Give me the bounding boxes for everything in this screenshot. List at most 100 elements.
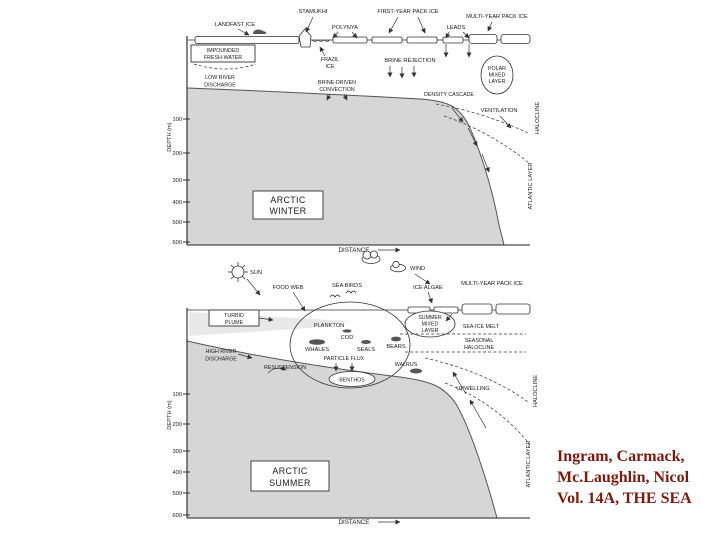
first-year-floe — [406, 36, 438, 44]
label-whales: WHALES — [305, 347, 329, 353]
winter-depth-tick: 400 — [173, 200, 183, 206]
multi-year-floe — [500, 34, 531, 44]
label-polar-mixed-layer: POLAR — [488, 66, 506, 72]
label-bears: BEARS — [386, 344, 405, 350]
label-plankton: PLANKTON — [314, 323, 345, 329]
whale-icon — [309, 339, 325, 345]
citation-line: Ingram, Carmack, — [557, 448, 685, 465]
food-web-ellipse — [289, 301, 411, 389]
halocline-boundary-dashed — [424, 357, 529, 403]
label-wind: WIND — [410, 266, 425, 272]
first-year-floe — [371, 36, 403, 44]
winter-depth-axis-label: DEPTH (m) — [167, 122, 173, 151]
label-landfast-ice: LANDFAST ICE — [215, 22, 256, 28]
label-first-year-pack-ice: FIRST-YEAR PACK ICE — [377, 9, 438, 15]
summer-distance-label: DISTANCE — [339, 519, 370, 526]
label-sun: SUN — [250, 270, 262, 276]
label-high-river-discharge: DISCHARGE — [205, 357, 237, 363]
label-atlantic-layer-summer: ATLANTIC LAYER — [526, 441, 532, 488]
seal-icon — [361, 340, 371, 344]
label-resuspension: RESUSPENSION — [264, 365, 306, 371]
summer-title: SUMMER — [269, 478, 311, 488]
label-seasonal-halocline: SEASONAL — [465, 338, 494, 344]
first-year-floe — [433, 306, 459, 314]
summer-depth-tick: 400 — [173, 470, 183, 476]
label-ice-algae: ICE ALGAE — [413, 285, 443, 291]
label-ventilation: VENTILATION — [481, 108, 518, 114]
winter-diagram: 100 200 300 400 500 600 DEPTH (m) DISTAN… — [167, 9, 541, 254]
benthos-oval — [328, 371, 376, 387]
winter-seafloor-line — [186, 87, 505, 246]
multi-year-floe — [468, 34, 498, 44]
winter-plot-frame — [183, 36, 530, 246]
cod-icon — [342, 329, 352, 333]
label-impounded-freshwater: FRESH-WATER — [204, 55, 242, 61]
first-year-floe — [442, 36, 464, 44]
winter-depth-tick: 100 — [173, 117, 183, 123]
label-cod: COD — [341, 335, 354, 341]
impounded-freshwater-box — [190, 44, 256, 63]
summer-depth-tick: 200 — [173, 422, 183, 428]
winter-title: ARCTIC — [270, 195, 305, 205]
label-brine-driven-convection: CONVECTION — [319, 87, 354, 93]
label-brine-rejection: BRINE REJECTION — [384, 58, 435, 64]
winter-title: WINTER — [269, 206, 306, 216]
atlantic-boundary-dashed — [444, 382, 531, 446]
winter-distance-label: DISTANCE — [339, 247, 370, 254]
label-polar-mixed-layer: MIXED — [489, 73, 506, 79]
summer-title-box — [250, 460, 330, 492]
summer-title: ARCTIC — [272, 466, 307, 476]
summer-seafloor-shelf — [187, 341, 497, 518]
summer-depth-tick: 300 — [173, 449, 183, 455]
summer-plot-frame — [183, 308, 530, 519]
label-density-cascade: DENSITY CASCADE — [424, 92, 474, 98]
summer-depth-tick: 600 — [173, 513, 183, 519]
label-seals: SEALS — [357, 347, 376, 353]
winter-title-box — [252, 190, 324, 220]
label-food-web: FOOD WEB — [273, 285, 304, 291]
citation-line: Vol. 14A, THE SEA — [557, 490, 692, 507]
label-sea-ice-melt: SEA-ICE MELT — [463, 324, 500, 330]
citation: Ingram, Carmack, Mc.Laughlin, Nicol Vol.… — [557, 446, 717, 509]
cloud-icon — [361, 250, 381, 264]
winter-depth-tick: 500 — [173, 220, 183, 226]
label-polar-mixed-layer: LAYER — [489, 79, 506, 85]
stamukhi-ridge-shape — [298, 28, 312, 48]
label-high-river-discharge: HIGH RIVER — [206, 349, 237, 355]
bird-icon — [329, 294, 341, 298]
label-halocline-winter: HALOCLINE — [535, 102, 541, 134]
walrus-icon — [410, 368, 422, 374]
summer-seafloor-line — [186, 340, 498, 519]
bird-icon — [345, 290, 357, 294]
winter-depth-tick: 200 — [173, 151, 183, 157]
bear-icon — [391, 336, 401, 342]
atlantic-boundary-dashed — [443, 115, 530, 164]
label-multi-year-pack-ice-summer: MULTI-YEAR PACK ICE — [461, 281, 523, 287]
summer-sky-icons — [228, 250, 406, 298]
first-year-floe — [332, 36, 368, 44]
summer-depth-axis-label: DEPTH (m) — [167, 400, 173, 429]
label-impounded-freshwater: IMPOUNDED — [207, 48, 240, 54]
winter-sea-ice — [187, 28, 531, 48]
label-turbid-plume: PLUME — [225, 320, 244, 326]
label-particle-flux: PARTICLE FLUX — [324, 356, 365, 362]
label-summer-mixed-layer: SUMMER — [418, 315, 442, 321]
winter-depth-tick: 600 — [173, 240, 183, 246]
bear-icon — [253, 29, 267, 34]
winter-arrows — [237, 16, 512, 173]
label-leads: LEADS — [447, 25, 466, 31]
multi-year-floe — [461, 303, 493, 315]
label-summer-mixed-layer: MIXED — [422, 322, 439, 328]
polar-mixed-layer-oval — [480, 55, 514, 95]
summer-animal-icons — [309, 329, 422, 374]
sun-icon — [228, 262, 248, 282]
landfast-ice-shape — [194, 36, 300, 44]
cloud-icon — [390, 260, 406, 273]
multi-year-floe — [495, 303, 531, 315]
label-stamukhi: STAMUKHI — [299, 9, 328, 15]
citation-line: Mc.Laughlin, Nicol — [557, 469, 690, 486]
summer-depth-tick: 500 — [173, 491, 183, 497]
summer-depth-tick: 100 — [173, 392, 183, 398]
